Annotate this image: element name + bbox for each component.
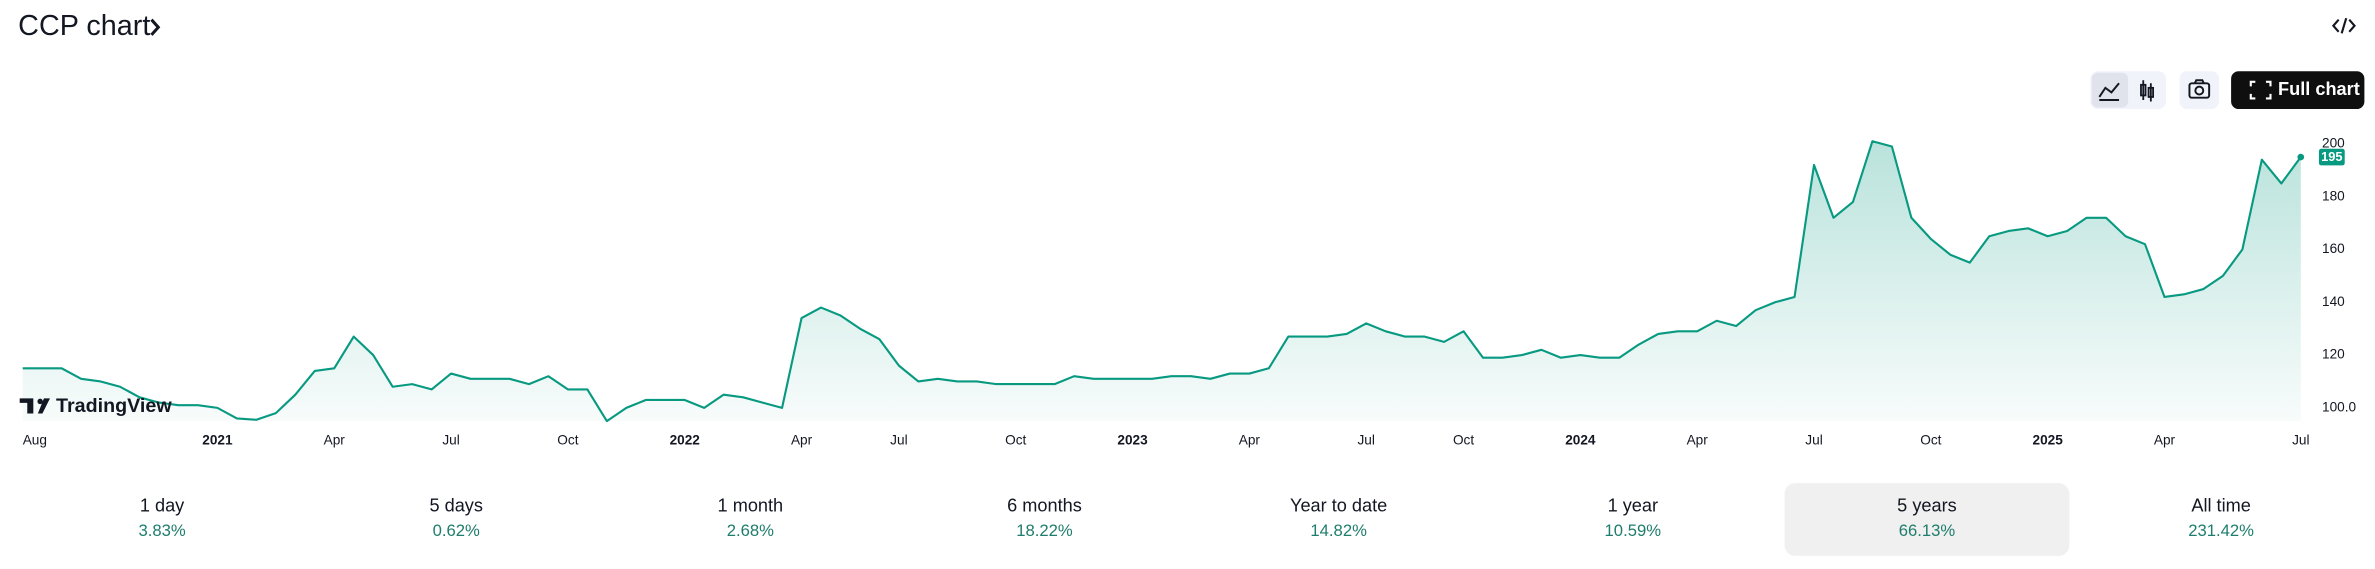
x-tick-label: 2021 (202, 432, 233, 447)
x-tick-label: Jul (1805, 432, 1822, 447)
period-label[interactable]: 1 month (718, 495, 784, 515)
full-chart-label[interactable]: Full chart (2278, 79, 2360, 99)
y-tick-label: 200 (2322, 135, 2345, 150)
x-tick-label: Jul (1357, 432, 1374, 447)
period-label[interactable]: 5 days (429, 495, 483, 515)
x-tick-label: Oct (1453, 432, 1474, 447)
period-change: 0.62% (433, 521, 480, 540)
plot: 100.0 120 140 160 180 200 Aug 2021 Apr Jul Oct 2022… (22, 135, 2357, 447)
candle-style-button[interactable] (2140, 80, 2155, 102)
y-tick-label: 100.0 (2322, 399, 2357, 414)
x-tick-label: 2024 (1565, 432, 1596, 447)
y-tick-label: 120 (2322, 347, 2345, 362)
area-icon (2098, 82, 2120, 101)
x-tick-label: 2023 (1117, 432, 1148, 447)
period-change: 231.42% (2188, 521, 2254, 540)
period-change: 2.68% (727, 521, 774, 540)
x-tick-label: 2022 (670, 432, 701, 447)
period-label[interactable]: Year to date (1290, 495, 1387, 515)
x-tick-label: Jul (890, 432, 907, 447)
x-tick-label: Oct (557, 432, 578, 447)
embed-icon[interactable] (2331, 17, 2356, 34)
fullscreen-icon (2249, 80, 2272, 100)
chart-title[interactable]: CCP chart (18, 10, 150, 42)
x-tick-label: Oct (1005, 432, 1026, 447)
period-label[interactable]: 1 day (140, 495, 185, 515)
period-change: 14.82% (1310, 521, 1367, 540)
x-tick-label: Apr (2154, 432, 2176, 447)
title-chevron[interactable] (150, 18, 161, 36)
x-tick-label: Apr (1687, 432, 1709, 447)
last-price-badge (2318, 148, 2345, 166)
period-change: 66.13% (1899, 521, 1956, 540)
x-tick-label: Jul (2292, 432, 2309, 447)
price-line (22, 140, 2302, 423)
period-label[interactable]: All time (2191, 495, 2251, 515)
x-tick-label: Apr (324, 432, 346, 447)
area (22, 141, 2301, 422)
period-label[interactable]: 1 year (1608, 495, 1658, 515)
period-change: 18.22% (1016, 521, 1073, 540)
x-tick-label: Jul (442, 432, 459, 447)
period-change: 3.83% (138, 521, 185, 540)
last-price-label: 195 (2321, 149, 2342, 164)
x-tick-label: Aug (23, 432, 47, 447)
last-point (2297, 153, 2305, 161)
y-tick-label: 140 (2322, 294, 2345, 309)
camera-icon (2188, 79, 2211, 99)
watermark: TradingView (56, 395, 172, 417)
period-label[interactable]: 5 years (1897, 495, 1957, 515)
period-change: 10.59% (1605, 521, 1662, 540)
full-chart-button[interactable] (2231, 71, 2365, 110)
y-tick-label: 160 (2322, 241, 2345, 256)
selected-period-bg (1784, 483, 2070, 556)
tradingview-logo: TradingView (19, 395, 172, 417)
x-tick-label: Oct (1920, 432, 1941, 447)
snapshot-button[interactable] (2179, 71, 2219, 110)
period-label[interactable]: 6 months (1007, 495, 1082, 515)
x-tick-label: Apr (791, 432, 813, 447)
x-tick-label: 2025 (2033, 432, 2064, 447)
x-tick-label: Apr (1239, 432, 1261, 447)
y-tick-label: 180 (2322, 188, 2345, 203)
